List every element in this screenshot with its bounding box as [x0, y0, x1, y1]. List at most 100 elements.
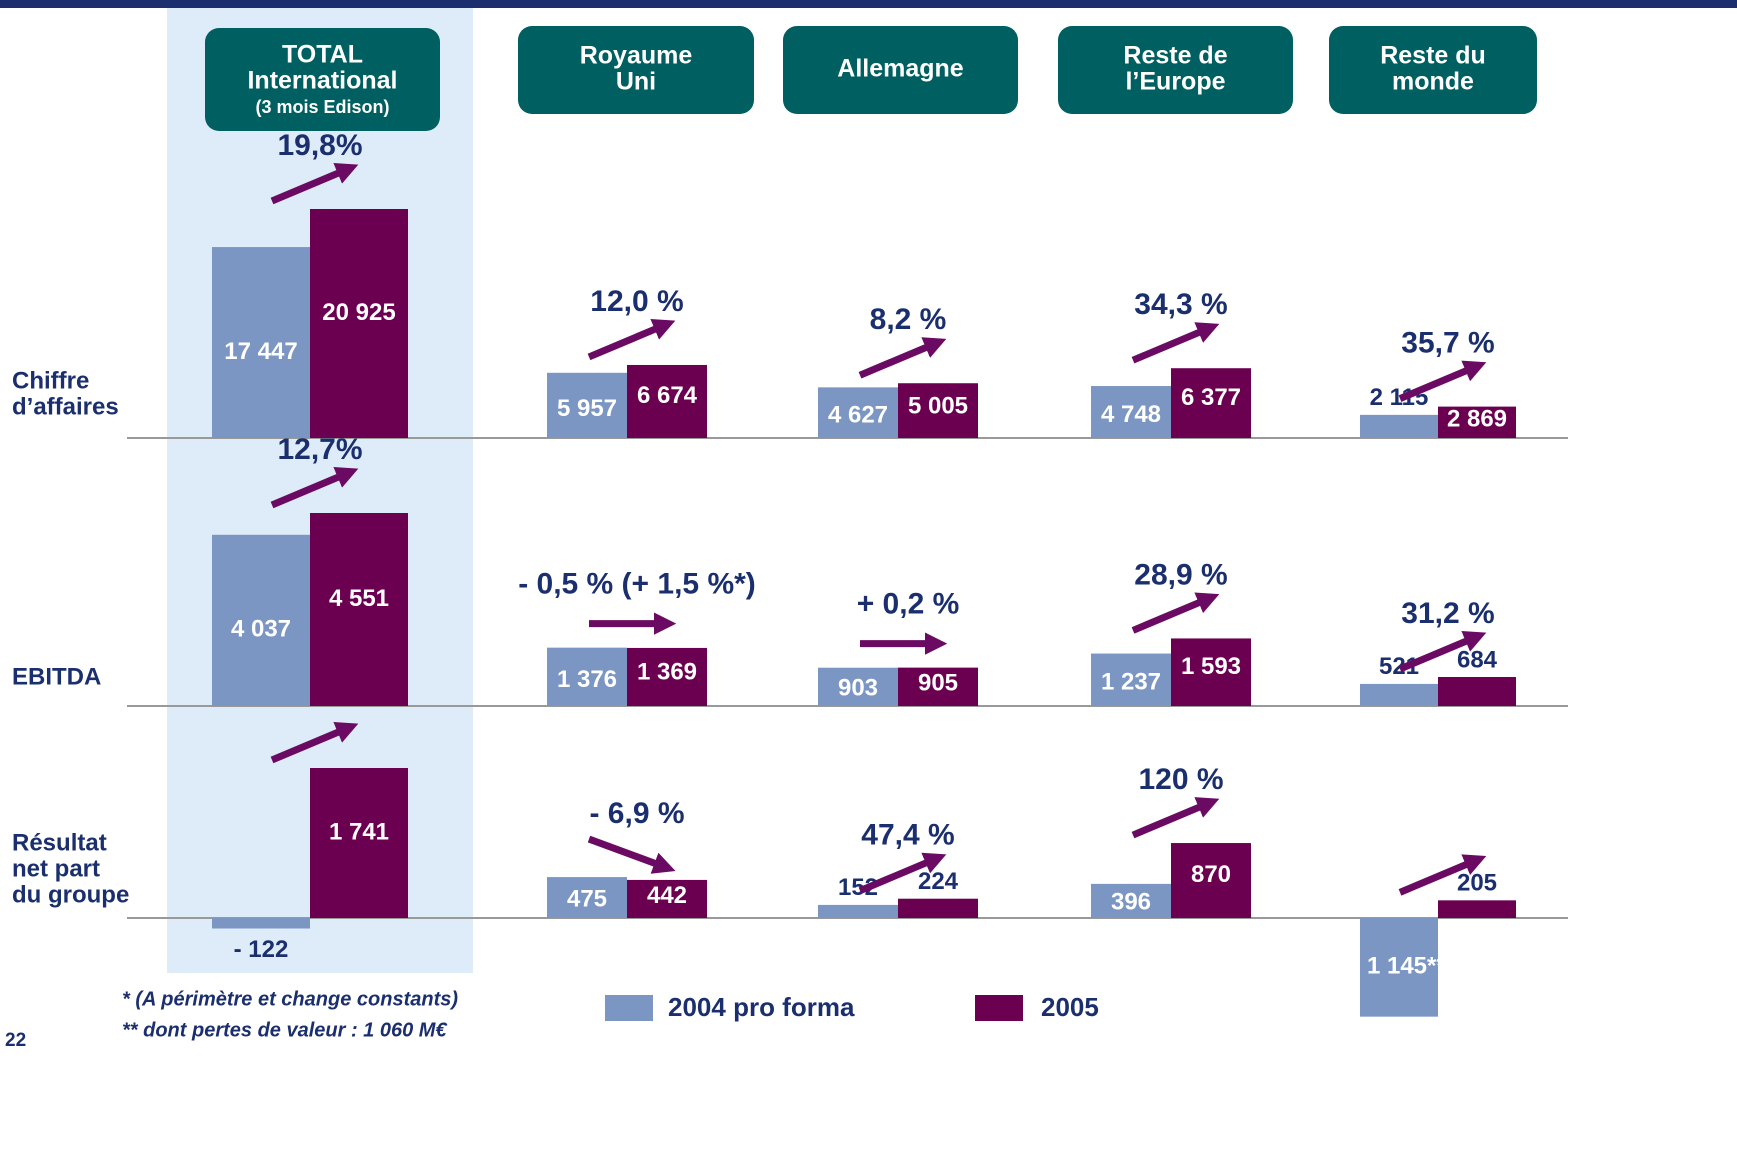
legend-label: 2004 pro forma [668, 992, 855, 1022]
bar [310, 513, 408, 706]
bar [547, 647, 627, 706]
top-bar [0, 0, 1737, 8]
value-label: 20 925 [322, 299, 395, 326]
value-label: 17 447 [224, 338, 297, 365]
growth-arrow [1398, 631, 1487, 673]
footnote: ** dont pertes de valeur : 1 060 M€ [122, 1019, 447, 1041]
value-label: 903 [838, 675, 878, 702]
bar [627, 364, 707, 438]
bar [1171, 638, 1251, 706]
growth-label: 120 % [1138, 763, 1223, 796]
value-label: - 122 [234, 936, 289, 963]
value-label: 1 237 [1101, 669, 1161, 696]
row-label: Chiffre [12, 367, 89, 394]
value-label: 6 674 [637, 382, 698, 409]
value-label: 1 369 [637, 658, 697, 685]
column-title: Reste du [1380, 42, 1486, 70]
growth-arrow [270, 467, 359, 509]
column-title: TOTAL [282, 41, 363, 69]
growth-arrow [858, 337, 947, 379]
bar [1438, 676, 1516, 706]
column-title: monde [1392, 68, 1474, 96]
value-label: 2 869 [1447, 406, 1507, 433]
bar [1171, 368, 1251, 438]
column-header [1058, 26, 1293, 114]
footnote: * (A périmètre et change constants) [122, 988, 458, 1010]
growth-arrow [1398, 854, 1487, 896]
bar [818, 387, 898, 438]
column-header [783, 26, 1018, 114]
bar [1091, 883, 1171, 918]
growth-label: 31,2 % [1401, 597, 1494, 630]
bar [818, 667, 898, 706]
value-label: - 1 145** [1352, 953, 1446, 980]
value-label: 1 741 [329, 818, 389, 845]
value-label: 4 748 [1101, 401, 1161, 428]
growth-arrow [587, 835, 676, 874]
bar [1091, 386, 1171, 438]
value-label: 4 627 [828, 401, 888, 428]
value-label: 905 [918, 670, 958, 697]
value-label: 4 037 [231, 616, 291, 643]
growth-label: - 0,5 % (+ 1,5 %*) [518, 568, 756, 601]
growth-arrow [1398, 360, 1487, 402]
growth-label: 8,2 % [870, 303, 947, 336]
value-label: 4 551 [329, 585, 389, 612]
column-header [205, 28, 440, 131]
column-title: Royaume [580, 42, 693, 70]
growth-label: 34,3 % [1134, 288, 1227, 321]
row-label: Résultat [12, 829, 107, 856]
page-number: 22 [5, 1030, 26, 1051]
bar [818, 904, 898, 918]
column-title: Reste de [1123, 42, 1227, 70]
column-header [1329, 26, 1537, 114]
bar [627, 647, 707, 706]
bar [547, 372, 627, 438]
growth-arrow [1131, 797, 1220, 839]
bar [898, 898, 978, 918]
value-label: 442 [647, 882, 687, 909]
legend-label: 2005 [1041, 992, 1099, 1022]
growth-arrow [270, 722, 359, 764]
value-label: 475 [567, 886, 607, 913]
row-label: d’affaires [12, 393, 119, 420]
growth-arrow [587, 318, 676, 361]
growth-arrow [858, 852, 947, 894]
bar [310, 209, 408, 438]
bar [627, 879, 707, 918]
value-label: 205 [1457, 870, 1497, 897]
growth-label: 19,8% [277, 129, 362, 162]
growth-label: + 0,2 % [857, 588, 960, 621]
value-label: 396 [1111, 889, 1151, 916]
growth-label: 12,7% [277, 433, 362, 466]
value-label: 6 377 [1181, 384, 1241, 411]
bar [310, 768, 408, 918]
bar [898, 383, 978, 438]
growth-label: 12,0 % [590, 285, 683, 318]
value-label: 5 957 [557, 395, 617, 422]
value-label: 1 593 [1181, 653, 1241, 680]
value-label: 5 005 [908, 392, 968, 419]
legend-swatch [605, 995, 653, 1021]
bar [1360, 414, 1438, 438]
growth-label: - 6,9 % [589, 797, 684, 830]
growth-arrow [1131, 592, 1220, 634]
value-label: 870 [1191, 861, 1231, 888]
legend-swatch [975, 995, 1023, 1021]
growth-arrow [270, 163, 359, 205]
growth-label: 35,7 % [1401, 327, 1494, 360]
column-title: Allemagne [837, 55, 964, 83]
bar [547, 877, 627, 918]
column-title: International [247, 67, 397, 95]
bar [1438, 406, 1516, 438]
row-label: du groupe [12, 881, 129, 908]
column-title: l’Europe [1125, 68, 1225, 96]
value-label: 224 [918, 868, 959, 895]
bar [1360, 683, 1438, 706]
growth-label: 47,4 % [861, 819, 954, 852]
bar [1091, 653, 1171, 706]
column-header [518, 26, 754, 114]
value-label: 1 376 [557, 666, 617, 693]
bar [212, 918, 310, 929]
